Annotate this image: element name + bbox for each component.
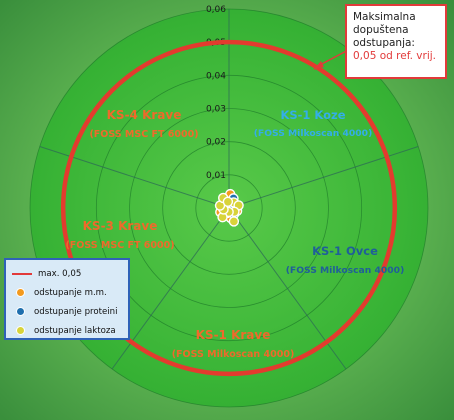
callout-line-1: Maksimalna: [353, 11, 416, 23]
sector-name-label: KS-4 Krave: [107, 108, 182, 122]
sector-instrument-label: (FOSS Milkoscan 4000): [254, 128, 373, 139]
legend-label-mm: odstupanje m.m.: [34, 287, 107, 298]
legend-label-proteini: odstupanje proteini: [34, 306, 118, 317]
legend-item-proteini: odstupanje proteini: [12, 302, 122, 321]
sector-name-label: KS-1 Krave: [196, 328, 271, 342]
legend-item-max: max. 0,05: [12, 264, 122, 283]
sector-name-label: KS-3 Krave: [83, 219, 158, 233]
sector-name-label: KS-1 Ovce: [312, 244, 378, 258]
callout-value: 0,05 od ref. vrij.: [353, 50, 437, 62]
red-line-icon: [12, 272, 32, 275]
legend-item-mm: odstupanje m.m.: [12, 283, 122, 302]
orange-dot-icon: [16, 288, 25, 297]
legend-item-laktoza: odstupanje laktoza: [12, 321, 122, 340]
legend-label-laktoza: odstupanje laktoza: [34, 325, 116, 336]
data-point: [228, 216, 240, 227]
radial-tick-label: 0,03: [206, 105, 226, 115]
sector-name-label: KS-1 Koze: [280, 108, 345, 122]
data-point: [222, 196, 234, 207]
radial-tick-label: 0,06: [206, 5, 226, 15]
data-points: [214, 188, 244, 227]
radial-tick-label: 0,04: [206, 71, 226, 81]
max-deviation-callout: Maksimalna dopuštena odstupanja: 0,05 od…: [345, 4, 447, 79]
radial-tick-label: 0,01: [206, 171, 226, 181]
blue-dot-icon: [16, 307, 25, 316]
radial-tick-label: 0,02: [206, 138, 226, 148]
callout-line-3: odstupanja:: [353, 37, 415, 49]
sector-instrument-label: (FOSS MSC FT 6000): [65, 240, 174, 251]
max-limit-ring-group: [60, 39, 398, 377]
yellow-dot-icon: [16, 326, 25, 335]
callout-arrow-head: [313, 61, 324, 70]
legend-label-max: max. 0,05: [38, 268, 82, 279]
sector-instrument-label: (FOSS Milkoscan 4000): [286, 265, 405, 276]
legend: max. 0,05 odstupanje m.m. odstupanje pro…: [4, 258, 130, 340]
sector-labels: KS-1 Koze (FOSS Milkoscan 4000) KS-1 Ovce (…: [65, 108, 404, 360]
sector-instrument-label: (FOSS MSC FT 6000): [89, 129, 198, 140]
sector-instrument-label: (FOSS Milkoscan 4000): [172, 349, 295, 360]
max-limit-ring: [60, 39, 398, 377]
callout-line-2: dopuštena: [353, 24, 409, 36]
